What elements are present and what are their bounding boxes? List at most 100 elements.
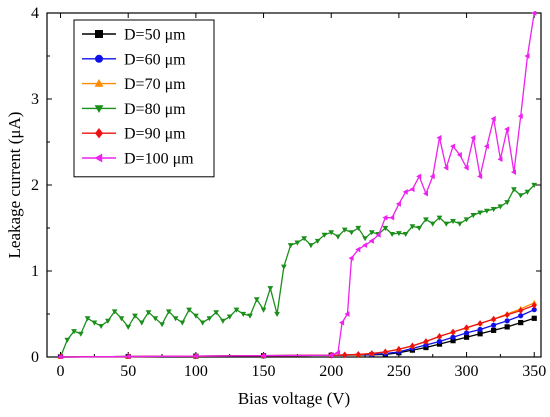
data-point — [328, 230, 335, 236]
data-point — [199, 320, 206, 326]
data-point — [402, 189, 408, 195]
data-point — [470, 213, 477, 219]
data-point — [497, 204, 504, 210]
data-point — [344, 311, 350, 317]
data-point — [206, 316, 213, 322]
data-point — [152, 316, 159, 322]
data-point — [409, 342, 416, 350]
data-point — [490, 207, 497, 213]
data-point — [531, 302, 537, 309]
data-point — [491, 327, 497, 333]
data-point — [443, 221, 450, 227]
data-point — [287, 243, 294, 249]
data-point — [477, 320, 483, 327]
data-point — [396, 231, 402, 237]
data-point — [436, 338, 443, 345]
data-point — [463, 330, 470, 336]
series-line — [60, 302, 535, 358]
data-point — [267, 286, 274, 292]
data-point — [531, 11, 537, 16]
data-point — [450, 143, 456, 150]
legend-marker — [94, 105, 104, 113]
x-axis-title: Bias voltage (V) — [238, 389, 350, 408]
data-point — [504, 200, 511, 206]
data-point — [504, 126, 510, 132]
data-point — [423, 217, 429, 223]
x-tick-label: 250 — [387, 363, 411, 380]
data-point — [334, 349, 341, 356]
data-point — [518, 320, 524, 326]
data-point — [511, 187, 517, 193]
data-point — [497, 156, 503, 163]
data-point — [477, 331, 483, 337]
data-point — [463, 217, 470, 223]
data-point — [355, 351, 361, 358]
legend-marker — [94, 79, 104, 87]
data-point — [396, 345, 402, 353]
data-point — [409, 224, 416, 230]
data-point — [294, 240, 301, 246]
data-point — [456, 221, 463, 227]
data-point — [339, 319, 345, 326]
data-point — [477, 173, 483, 180]
legend-box — [73, 19, 215, 178]
legend-marker — [94, 153, 103, 163]
data-point — [253, 297, 260, 303]
legend-marker — [95, 128, 103, 139]
data-point — [328, 352, 334, 359]
x-tick-label: 200 — [319, 363, 343, 380]
data-point — [470, 134, 476, 141]
data-point — [389, 214, 395, 221]
data-point — [389, 231, 395, 238]
legend-marker — [95, 54, 103, 63]
x-tick-label: 350 — [522, 363, 546, 380]
data-point — [463, 164, 469, 171]
data-point — [98, 323, 104, 330]
y-tick-label: 3 — [31, 91, 39, 108]
data-point — [132, 313, 138, 319]
data-point — [504, 324, 510, 330]
data-point — [382, 225, 389, 231]
x-tick-label: 150 — [252, 363, 276, 380]
data-point — [362, 242, 368, 249]
data-point — [186, 307, 192, 313]
data-point — [531, 307, 537, 313]
series-line — [59, 184, 535, 358]
data-point — [416, 173, 422, 180]
data-point — [145, 310, 152, 316]
data-point — [477, 326, 483, 333]
data-point — [301, 236, 308, 242]
legend-label: D=70 μm — [124, 76, 186, 93]
data-point — [443, 164, 449, 171]
data-point — [531, 182, 538, 188]
data-point — [518, 307, 524, 314]
data-point — [280, 264, 287, 270]
data-point — [192, 353, 198, 359]
data-point — [531, 315, 537, 321]
data-point — [517, 113, 523, 120]
data-point — [159, 322, 165, 328]
data-point — [429, 221, 436, 227]
data-point — [91, 320, 98, 326]
data-point — [382, 348, 388, 356]
data-point — [105, 318, 111, 324]
data-point — [463, 334, 470, 340]
data-point — [314, 238, 321, 244]
data-point — [450, 334, 456, 340]
data-point — [524, 53, 530, 59]
data-point — [125, 353, 131, 359]
series-line — [60, 317, 535, 358]
legend-label: D=80 μm — [124, 101, 186, 118]
data-point — [436, 215, 443, 221]
data-point — [335, 234, 341, 240]
data-point — [84, 316, 91, 322]
x-tick-label: 0 — [57, 363, 65, 380]
data-point — [368, 238, 374, 244]
data-point — [518, 313, 524, 319]
data-point — [341, 227, 348, 233]
data-point — [422, 190, 429, 197]
data-point — [247, 313, 253, 319]
data-point — [213, 310, 220, 316]
